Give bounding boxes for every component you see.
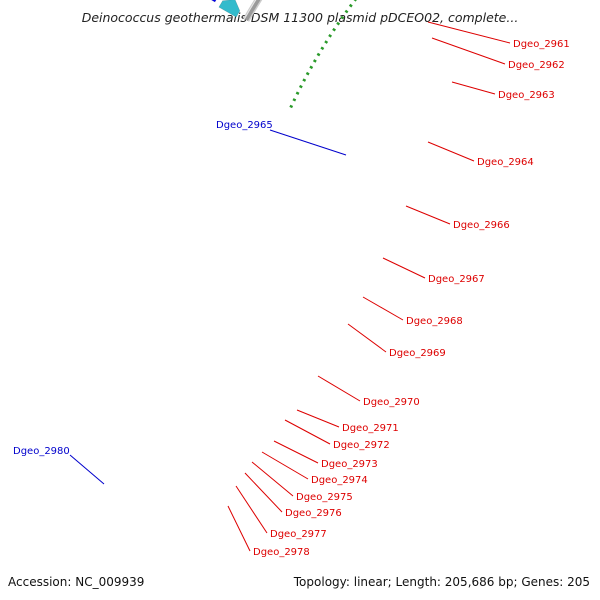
gene-label: Dgeo_2966 xyxy=(453,220,510,231)
gene-label: Dgeo_2971 xyxy=(342,423,399,434)
tick-dot xyxy=(292,98,297,102)
leader-line xyxy=(261,451,309,480)
gene-label: Dgeo_2978 xyxy=(253,547,310,558)
leader-line xyxy=(69,454,105,485)
tick-dot xyxy=(336,21,341,26)
tick-dot xyxy=(309,65,314,70)
leader-line xyxy=(427,141,475,162)
gene-features xyxy=(210,0,241,18)
gene-label: Dgeo_2980 xyxy=(13,446,70,457)
gene-label: Dgeo_2973 xyxy=(321,459,378,470)
leader-line xyxy=(235,485,268,534)
labels: 60 kbp62 kbp64 kbp66 kbp68 kbp70 kbp72 k… xyxy=(13,39,570,558)
tick-dot xyxy=(348,3,353,8)
gene-label: Dgeo_2965 xyxy=(216,120,273,131)
leader-line xyxy=(405,205,451,225)
tick-dot xyxy=(320,46,325,51)
tick-dot xyxy=(305,71,310,76)
gene-arrow xyxy=(218,0,241,18)
leader-line xyxy=(227,505,251,552)
leader-line xyxy=(427,21,511,44)
map-title: Deinococcus geothermalis DSM 11300 plasm… xyxy=(82,10,519,25)
gene-label: Dgeo_2962 xyxy=(508,60,565,71)
leader-line xyxy=(451,81,496,95)
tick-dot xyxy=(353,0,357,2)
tick-dot xyxy=(302,78,307,82)
tick-dot xyxy=(312,59,317,63)
gene-label: Dgeo_2969 xyxy=(389,348,446,359)
accession-text: Accession: NC_009939 xyxy=(8,575,144,589)
leader-line xyxy=(244,472,283,513)
tick-dot xyxy=(316,52,321,57)
gene-label: Dgeo_2976 xyxy=(285,508,342,519)
label-leaders xyxy=(69,21,511,552)
tick-dot xyxy=(298,84,303,89)
gene-label: Dgeo_2964 xyxy=(477,157,534,168)
leader-line xyxy=(296,409,340,428)
leader-line xyxy=(431,37,506,65)
leader-line xyxy=(251,461,294,497)
gene-arrow xyxy=(210,0,217,3)
gene-label: Dgeo_2970 xyxy=(363,397,420,408)
gene-label: Dgeo_2975 xyxy=(296,492,353,503)
scale-ticks xyxy=(289,0,357,109)
tick-dot xyxy=(324,40,329,44)
leader-line xyxy=(273,440,319,464)
leader-line xyxy=(362,296,404,321)
leader-line xyxy=(269,129,347,156)
tick-dot xyxy=(289,104,294,109)
tick-dot xyxy=(340,15,345,20)
inner-tick-ring xyxy=(289,0,357,109)
gene-label: Dgeo_2968 xyxy=(406,316,463,327)
tick-dot xyxy=(344,9,349,14)
tick-dot xyxy=(328,34,333,38)
tick-dot xyxy=(295,91,300,95)
gene-label: Dgeo_2961 xyxy=(513,39,570,50)
leader-line xyxy=(347,323,387,353)
leader-line xyxy=(284,419,331,445)
gene-label: Dgeo_2974 xyxy=(311,475,368,486)
topology-summary: Topology: linear; Length: 205,686 bp; Ge… xyxy=(293,575,590,589)
tick-dot xyxy=(332,27,337,32)
gene-label: Dgeo_2977 xyxy=(270,529,327,540)
leader-line xyxy=(382,257,426,279)
gene-label: Dgeo_2963 xyxy=(498,90,555,101)
gene-label: Dgeo_2967 xyxy=(428,274,485,285)
leader-line xyxy=(317,375,361,402)
gene-label: Dgeo_2972 xyxy=(333,440,390,451)
